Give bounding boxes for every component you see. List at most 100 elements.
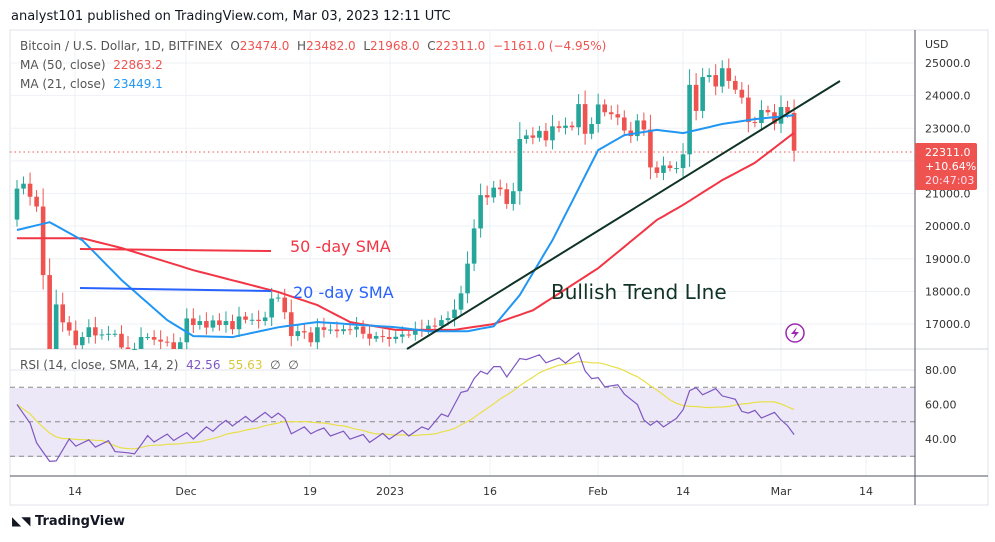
candle <box>171 333 177 349</box>
candle-body <box>177 342 183 349</box>
candle <box>530 127 536 145</box>
rsi-tick-label: 60.00 <box>925 399 957 412</box>
candle-body <box>582 104 588 134</box>
candle <box>602 99 607 117</box>
ma21-legend[interactable]: MA (21, close) 23449.1 <box>20 77 163 91</box>
candle-body <box>47 275 52 349</box>
candle-body <box>243 316 248 320</box>
candle <box>151 330 157 346</box>
candle-body <box>334 329 340 332</box>
candle-body <box>504 189 510 204</box>
candle-body <box>439 320 444 326</box>
sma50-annotation[interactable]: 50 -day SMA <box>290 237 391 256</box>
time-tick-label: 16 <box>483 485 497 498</box>
candle-body <box>184 318 190 343</box>
candle-body <box>765 109 771 113</box>
candle-body <box>80 337 85 346</box>
candle <box>524 129 529 144</box>
candle-body <box>452 309 457 319</box>
candle-body <box>556 126 562 128</box>
candle <box>680 143 686 178</box>
candle-body <box>719 68 725 87</box>
currency-label: USD <box>925 38 949 51</box>
candle-body <box>530 135 536 138</box>
candle-body <box>360 326 366 334</box>
tv-logo-icon: ◣◥ <box>12 514 31 528</box>
candle-body <box>249 319 255 321</box>
candle <box>27 172 33 206</box>
candle <box>315 318 320 349</box>
time-tick-label: 14 <box>68 485 82 498</box>
candle <box>204 312 209 335</box>
candle <box>328 324 333 335</box>
sma50-drawn-line[interactable] <box>79 248 272 252</box>
candle-body <box>537 130 542 138</box>
bullish-trend-line[interactable] <box>406 80 841 350</box>
candle <box>452 299 457 327</box>
candle <box>497 179 503 196</box>
candle-body <box>471 228 477 264</box>
candle <box>243 312 248 324</box>
candle <box>458 285 464 316</box>
candle-body <box>726 68 732 81</box>
sma20-drawn-line[interactable] <box>79 287 272 292</box>
trend-annotation[interactable]: Bullish Trend LIne <box>551 280 727 304</box>
candle-body <box>275 297 281 299</box>
candle <box>726 58 732 89</box>
candle <box>125 335 131 349</box>
candle-body <box>119 333 124 348</box>
candle <box>778 95 784 133</box>
candle <box>654 161 660 178</box>
symbol-name[interactable]: Bitcoin / U.S. Dollar, 1D, BITFINEX <box>20 39 223 53</box>
candle-body <box>478 195 483 229</box>
candle <box>341 325 346 335</box>
last-change: +10.64% <box>925 160 976 173</box>
ma50-legend[interactable]: MA (50, close) 22863.2 <box>20 58 163 72</box>
candle-body <box>517 139 523 192</box>
candle <box>73 320 79 349</box>
candle <box>80 331 85 349</box>
candle <box>667 161 673 172</box>
candle <box>765 105 771 116</box>
candle-body <box>93 327 98 336</box>
lightning-icon[interactable] <box>785 323 805 343</box>
candle <box>53 289 59 349</box>
last-price: 22311.0 <box>925 146 971 159</box>
candle-body <box>315 327 320 343</box>
candle-body <box>406 334 412 336</box>
ma21-line[interactable] <box>16 114 795 339</box>
candle-body <box>484 195 490 198</box>
price-tick-label: 20000.0 <box>925 220 971 233</box>
candle <box>569 121 575 131</box>
candle <box>119 325 124 349</box>
price-tick-label: 19000.0 <box>925 253 971 266</box>
candle <box>719 60 725 93</box>
candle <box>576 94 581 136</box>
candle-body <box>602 104 607 113</box>
brand-name: TradingView <box>35 514 126 529</box>
sma20-annotation[interactable]: 20 -day SMA <box>293 283 394 302</box>
candle-body <box>589 124 594 134</box>
candle-body <box>40 206 46 276</box>
candle-body <box>73 330 79 346</box>
candle <box>145 333 150 341</box>
candle-body <box>569 125 575 128</box>
rsi-empty-2: ∅ <box>288 358 299 372</box>
candle-body <box>380 336 385 338</box>
rsi-ma-line[interactable] <box>16 360 795 450</box>
rsi-line[interactable] <box>16 351 795 463</box>
candle-body <box>426 325 431 330</box>
rsi-legend[interactable]: RSI (14, close, SMA, 14, 2) 42.56 55.63 … <box>20 358 299 372</box>
candle <box>595 93 601 133</box>
tradingview-logo[interactable]: ◣◥ TradingView <box>12 514 125 529</box>
candle <box>354 317 359 338</box>
rsi-axis-ticks[interactable]: 80.00 60.00 40.00 <box>925 364 957 446</box>
candle-body <box>262 317 268 322</box>
candle <box>191 308 196 334</box>
ma50-line[interactable] <box>17 132 795 331</box>
price-axis-ticks[interactable]: 25000.0 24000.0 23000.0 21000.0 20000.0 19000… <box>925 57 971 331</box>
time-axis-ticks[interactable]: 14 Dec 19 2023 16 Feb 14 Mar 14 <box>68 485 873 498</box>
candle-body <box>399 334 405 337</box>
candle <box>504 183 510 209</box>
